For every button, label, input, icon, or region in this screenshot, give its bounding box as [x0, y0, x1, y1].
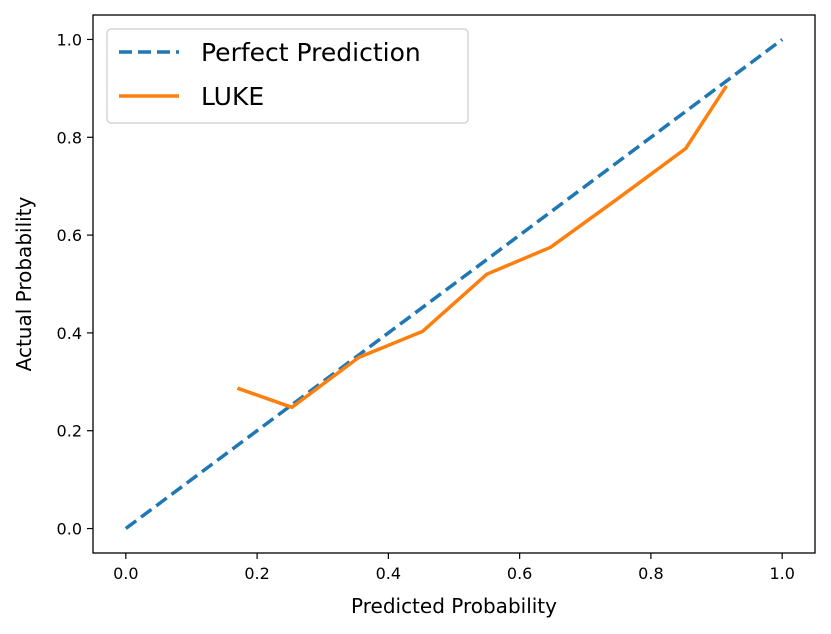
x-axis-label: Predicted Probability	[351, 594, 557, 618]
x-tick-label-4: 0.8	[638, 564, 663, 583]
legend: Perfect Prediction LUKE	[106, 28, 469, 124]
y-axis-label: Actual Probability	[12, 196, 36, 371]
x-tick-label-2: 0.4	[376, 564, 401, 583]
y-tick-label-1: 0.2	[57, 422, 82, 441]
legend-label-0: Perfect Prediction	[201, 38, 421, 67]
y-tick-label-3: 0.6	[57, 226, 82, 245]
y-tick-label-5: 1.0	[57, 30, 82, 49]
legend-box	[106, 28, 469, 124]
x-tick-label-1: 0.2	[244, 564, 269, 583]
x-tick-label-5: 1.0	[769, 564, 794, 583]
axes: 0.0 0.2 0.4 0.6 0.8 1.0 0.0 0.2 0.4 0.6 0.8 1.0	[57, 14, 816, 583]
axes-frame	[92, 14, 816, 554]
legend-label-1: LUKE	[201, 82, 264, 111]
plot-area	[124, 38, 784, 530]
y-tick-label-0: 0.0	[57, 520, 82, 539]
series-line-1	[236, 84, 728, 410]
x-tick-label-3: 0.6	[507, 564, 532, 583]
y-tick-label-2: 0.4	[57, 324, 82, 343]
x-tick-label-0: 0.0	[113, 564, 138, 583]
y-tick-label-4: 0.8	[57, 128, 82, 147]
series-line-0	[124, 38, 784, 530]
